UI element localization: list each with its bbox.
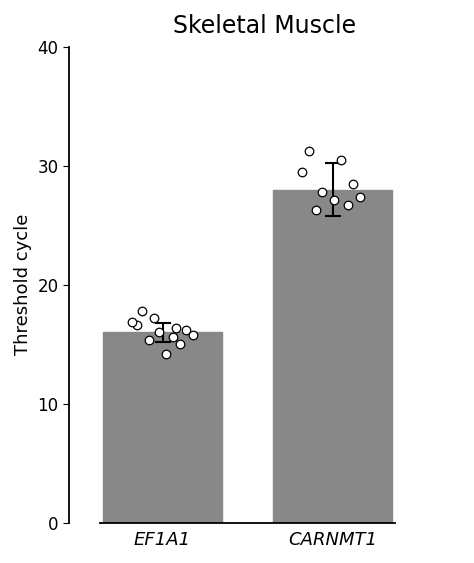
Point <box>349 179 357 188</box>
Point <box>133 321 141 330</box>
Title: Skeletal Muscle: Skeletal Muscle <box>173 14 356 38</box>
Point <box>356 192 364 201</box>
Point <box>173 323 180 332</box>
Point <box>169 333 176 342</box>
Bar <box>273 190 392 523</box>
Point <box>189 330 197 339</box>
Point <box>319 187 326 196</box>
Point <box>298 167 306 176</box>
Point <box>128 317 136 326</box>
Point <box>176 340 183 349</box>
Point <box>162 349 170 358</box>
Point <box>145 335 153 344</box>
Point <box>138 306 146 315</box>
Bar <box>103 332 222 523</box>
Point <box>150 314 158 323</box>
Point <box>330 196 338 205</box>
Point <box>305 147 312 156</box>
Point <box>155 328 163 337</box>
Point <box>337 155 345 164</box>
Point <box>344 200 352 209</box>
Y-axis label: Threshold cycle: Threshold cycle <box>14 214 32 355</box>
Point <box>312 205 319 215</box>
Point <box>182 325 190 334</box>
